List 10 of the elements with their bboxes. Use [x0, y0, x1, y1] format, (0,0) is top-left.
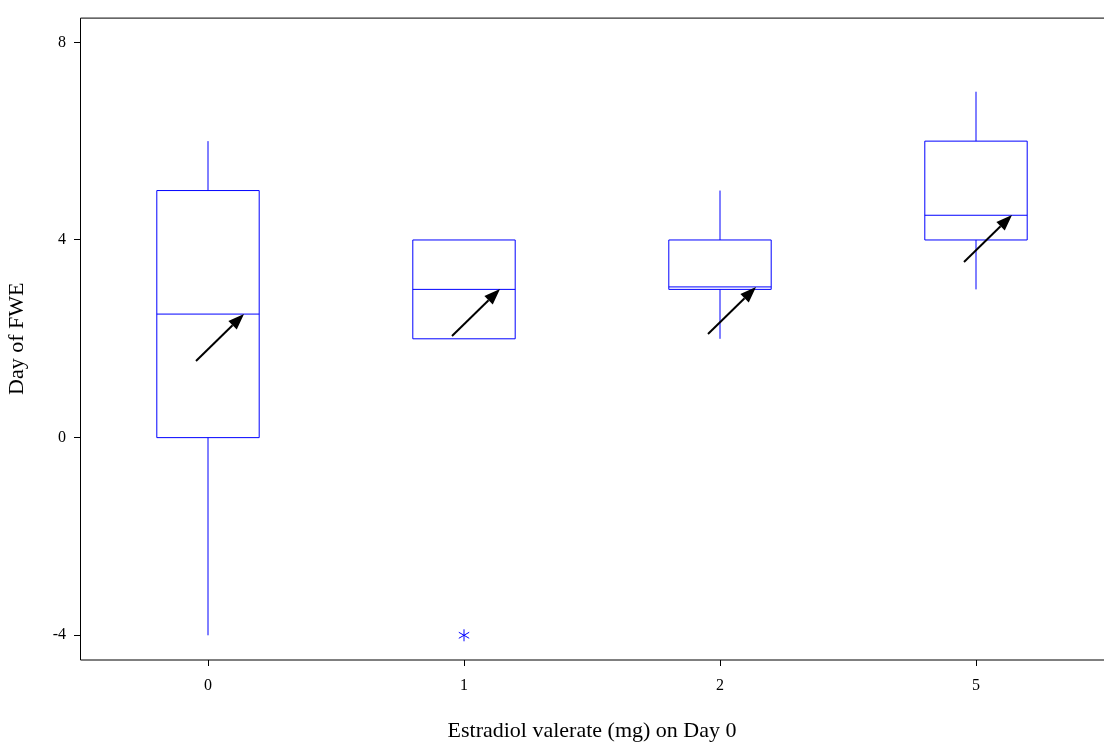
x-tick-label: 0: [204, 675, 212, 693]
x-tick-label: 1: [460, 675, 468, 693]
y-tick-label: -4: [52, 625, 66, 643]
y-tick-label: 8: [58, 32, 66, 50]
x-tick-label: 5: [972, 675, 980, 693]
y-tick-label: 0: [58, 427, 66, 445]
y-tick-label: 4: [58, 230, 66, 248]
x-tick-label: 2: [716, 675, 724, 693]
x-axis-title: Estradiol valerate (mg) on Day 0: [447, 716, 737, 742]
y-axis-title: Day of FWE: [2, 282, 28, 396]
